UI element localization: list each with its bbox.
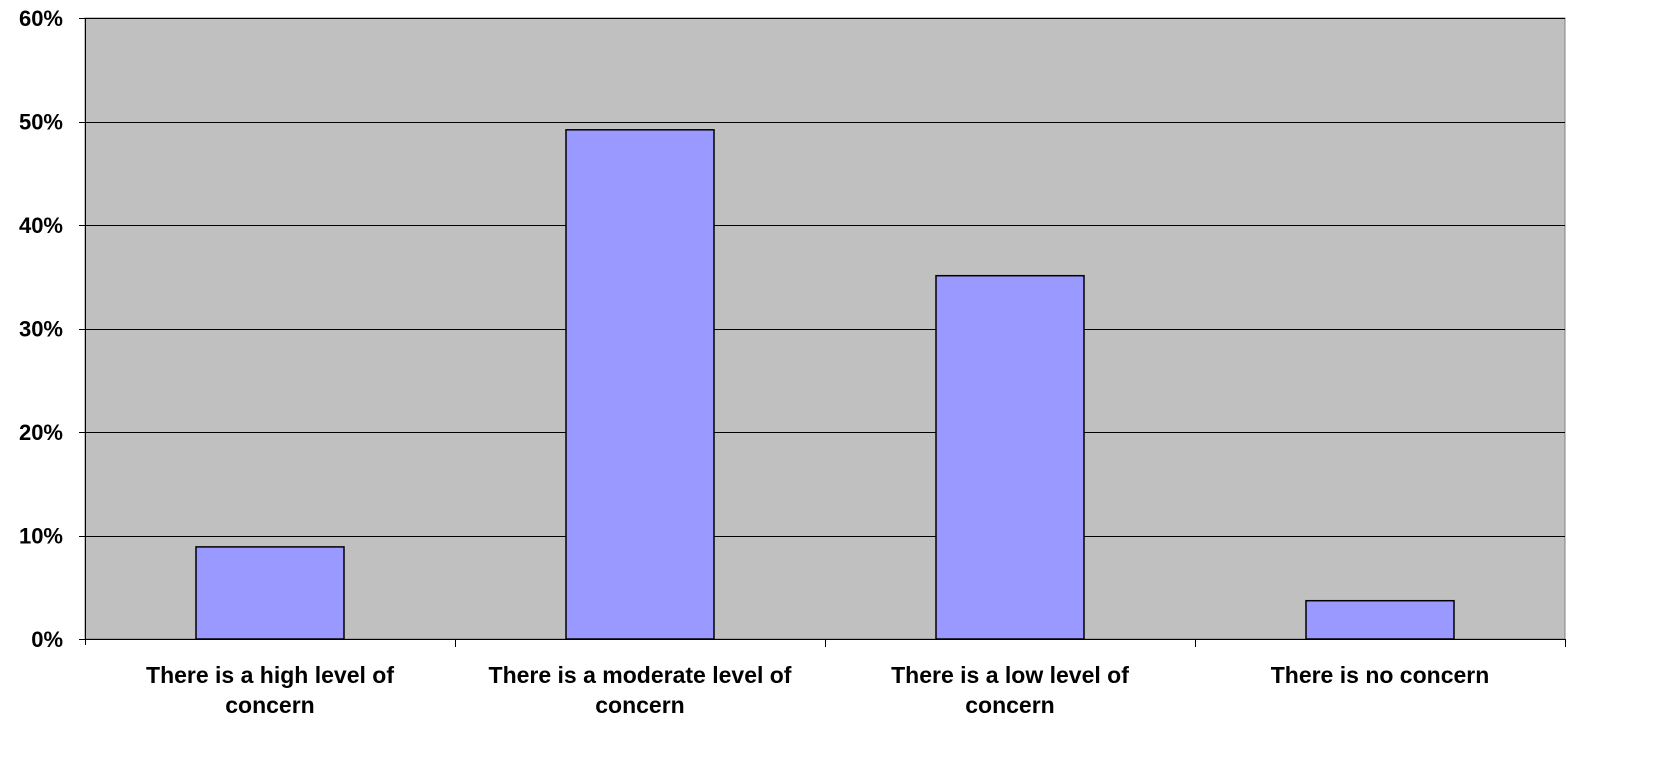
y-tick-label: 40% (19, 213, 63, 238)
x-category-label: There is a moderate level of concern (489, 662, 792, 718)
bars (195, 129, 1455, 640)
y-tick-label: 60% (19, 6, 63, 31)
y-tick-labels: 0% 10% 20% 30% 40% 50% 60% (19, 6, 63, 652)
y-tick-label: 0% (31, 627, 63, 652)
bar (565, 129, 715, 640)
bar (935, 274, 1085, 640)
x-category-label: There is no concern (1271, 662, 1490, 688)
plot-area (84, 17, 1566, 640)
bar (1305, 599, 1455, 640)
y-tick-label: 10% (19, 524, 63, 549)
x-category-label: There is a high level of concern (146, 662, 394, 718)
y-tick-label: 20% (19, 420, 63, 445)
gridlines (85, 18, 1565, 537)
y-tick-label: 50% (19, 110, 63, 135)
x-category-label: There is a low level of concern (891, 662, 1129, 718)
axes (79, 18, 1566, 647)
x-category-labels: There is a high level of concern There is … (146, 662, 1489, 718)
bar (195, 546, 345, 640)
y-tick-label: 30% (19, 317, 63, 342)
